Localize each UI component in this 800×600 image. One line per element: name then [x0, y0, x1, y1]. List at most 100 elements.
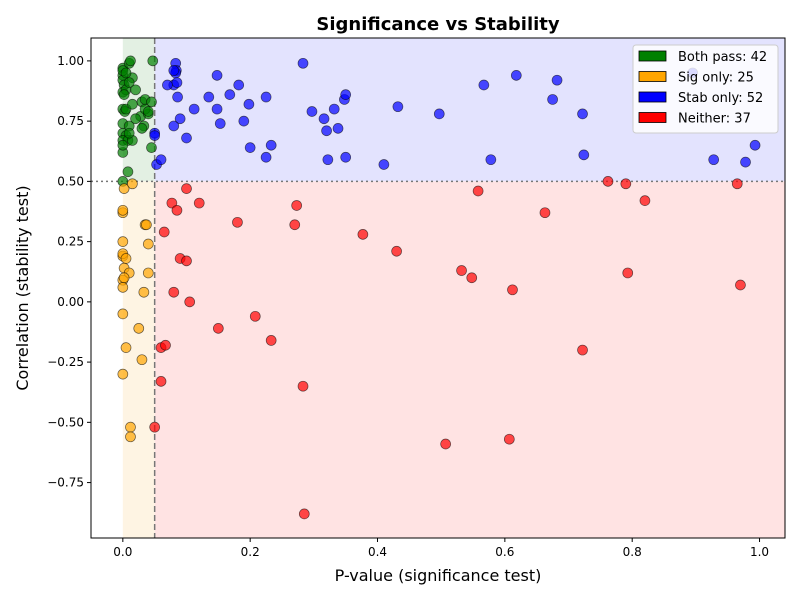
y-tick-label: 0.75 [57, 114, 84, 128]
data-point-series-2 [318, 113, 330, 125]
data-point-series-2 [172, 91, 183, 103]
data-point-series-1 [127, 178, 138, 190]
data-point-series-2 [578, 149, 590, 161]
data-point-series-1 [136, 354, 148, 366]
data-point-series-1 [142, 238, 154, 250]
data-point-series-0 [136, 123, 148, 134]
data-point-series-3 [503, 433, 515, 445]
data-point-series-0 [127, 98, 138, 110]
data-point-series-3 [181, 255, 192, 267]
data-point-series-2 [224, 89, 236, 100]
legend-swatch [638, 50, 667, 62]
data-point-series-2 [551, 74, 563, 86]
data-point-series-3 [155, 376, 167, 387]
data-point-series-2 [168, 65, 180, 76]
data-point-series-3 [357, 229, 369, 240]
data-point-series-2 [265, 139, 277, 151]
data-point-series-2 [322, 154, 334, 166]
data-point-series-2 [211, 69, 223, 81]
data-point-series-2 [340, 89, 352, 100]
data-point-series-2 [238, 115, 250, 127]
data-point-series-0 [142, 106, 154, 117]
data-point-series-2 [244, 142, 256, 153]
data-point-series-0 [146, 96, 157, 108]
x-tick-label: 0.0 [113, 545, 132, 559]
data-point-series-3 [298, 508, 310, 520]
data-point-series-3 [620, 178, 632, 190]
data-point-series-3 [731, 178, 743, 190]
data-point-series-2 [214, 118, 226, 129]
data-point-series-1 [117, 204, 129, 216]
data-point-series-1 [120, 253, 132, 264]
data-point-series-3 [622, 267, 634, 279]
data-point-series-1 [117, 282, 129, 293]
data-point-series-0 [130, 84, 141, 96]
data-point-series-2 [547, 94, 558, 105]
data-point-series-0 [147, 55, 159, 67]
data-point-series-0 [118, 89, 130, 100]
data-point-series-1 [120, 342, 132, 353]
data-point-series-3 [735, 279, 746, 291]
data-point-series-2 [243, 98, 255, 110]
legend-label: Neither: 37 [678, 112, 751, 127]
y-tick-label: 0.00 [57, 295, 84, 309]
data-point-series-0 [130, 113, 141, 125]
data-point-series-2 [260, 91, 272, 103]
data-point-series-3 [472, 185, 484, 197]
legend-swatch [638, 112, 667, 123]
x-axis-label: P-value (significance test) [335, 566, 542, 585]
legend-label: Sig only: 25 [678, 71, 754, 86]
data-point-series-3 [193, 197, 205, 209]
data-point-series-3 [456, 265, 467, 276]
data-point-series-2 [149, 130, 161, 141]
data-point-series-0 [120, 67, 132, 79]
data-point-series-3 [602, 176, 614, 187]
data-point-series-2 [340, 151, 352, 163]
data-point-series-2 [485, 154, 497, 166]
data-point-series-2 [260, 151, 272, 163]
data-point-series-2 [478, 79, 490, 91]
data-point-series-0 [117, 139, 129, 151]
data-point-series-3 [391, 245, 402, 257]
data-point-series-3 [577, 344, 588, 356]
data-point-series-3 [160, 339, 171, 351]
data-point-series-3 [232, 216, 243, 228]
data-point-series-1 [138, 286, 150, 298]
data-point-series-2 [233, 79, 245, 91]
data-point-series-1 [125, 421, 136, 433]
data-point-series-2 [332, 123, 344, 134]
data-point-series-3 [440, 438, 451, 450]
data-point-series-2 [378, 159, 390, 170]
data-point-series-0 [125, 55, 136, 67]
y-tick-label: −0.75 [47, 476, 84, 490]
legend-swatch [638, 71, 667, 82]
data-point-series-2 [740, 156, 751, 168]
y-tick-label: 1.00 [57, 54, 84, 68]
data-point-series-1 [118, 183, 130, 194]
data-point-series-2 [168, 120, 180, 132]
data-point-series-2 [155, 154, 167, 166]
data-point-series-1 [117, 308, 129, 320]
legend: Both pass: 42 Sig only: 25 Stab only: 52 Ne… [632, 44, 779, 134]
data-point-series-0 [146, 142, 157, 153]
data-point-series-3 [289, 219, 301, 231]
data-point-series-3 [166, 197, 178, 209]
plot-frame [90, 37, 786, 539]
y-tick-label: 0.25 [57, 235, 84, 249]
x-tick-label: 0.6 [495, 545, 514, 559]
data-point-series-3 [158, 226, 170, 238]
data-point-series-1 [117, 236, 129, 247]
legend-label: Stab only: 52 [678, 91, 763, 106]
data-point-series-2 [211, 103, 223, 115]
data-point-series-1 [118, 272, 130, 284]
data-point-series-3 [168, 286, 180, 298]
data-point-series-2 [749, 139, 761, 151]
data-point-series-2 [181, 132, 192, 144]
region-neither [154, 181, 785, 539]
data-point-series-2 [510, 69, 522, 81]
legend-label: Both pass: 42 [678, 50, 767, 65]
data-point-series-3 [171, 204, 183, 216]
legend-swatch [638, 91, 667, 103]
data-point-series-0 [122, 166, 134, 178]
legend-box [632, 44, 779, 134]
